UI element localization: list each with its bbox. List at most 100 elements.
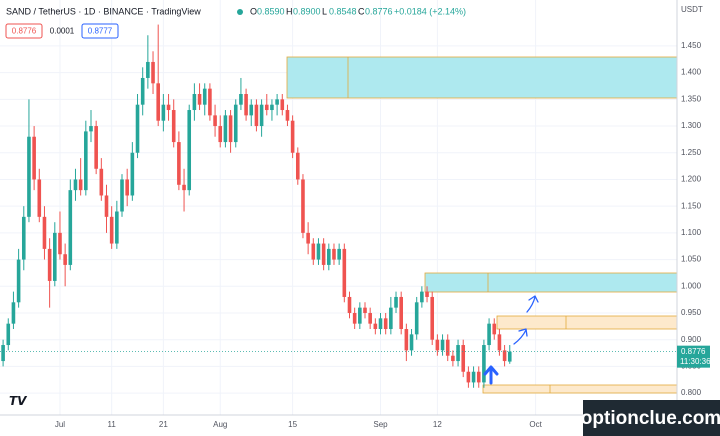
candle-body: [290, 120, 295, 153]
resistance-zone: [424, 272, 678, 293]
watermark-box: [583, 400, 720, 436]
candle-body: [456, 345, 460, 362]
spread: 0.0001: [50, 27, 75, 36]
candle-body: [99, 168, 104, 196]
ohlc-value: 0.8590: [257, 6, 285, 16]
y-tick-label: 1.300: [681, 121, 702, 130]
zones: [286, 56, 678, 394]
candle-body: [78, 179, 83, 191]
candle-body: [244, 94, 248, 116]
candle-body: [327, 248, 331, 265]
quote-boxes: 0.8776 0.0001 0.8777: [5, 23, 119, 39]
candle-body: [435, 339, 440, 351]
ohlc-label: O: [250, 6, 257, 16]
arrow-up: [483, 365, 499, 385]
candle-body: [342, 248, 347, 297]
y-tick-label: 0.950: [681, 308, 702, 317]
candle-body: [373, 323, 378, 330]
resistance-zone: [286, 56, 678, 99]
candle-body: [89, 126, 93, 132]
candle-body: [53, 232, 57, 281]
y-tick-label: 0.800: [681, 388, 702, 397]
candle-body: [461, 345, 466, 372]
candle-body: [280, 99, 285, 111]
candle-body: [425, 291, 429, 297]
candle-body: [6, 323, 11, 346]
ohlc-value: 0.8900: [293, 6, 321, 16]
candle-body: [368, 312, 372, 324]
candle-body: [285, 110, 290, 121]
tv-logo: 𝙏𝙑: [9, 394, 28, 408]
candles: [0, 24, 677, 388]
candle-body: [135, 104, 140, 153]
axes: 0.8000.8500.9000.9501.0001.0501.1001.150…: [55, 41, 711, 429]
candle-body: [409, 334, 414, 351]
candle-body: [482, 345, 486, 383]
candle-body: [414, 302, 419, 335]
x-tick-label: 12: [433, 420, 442, 429]
candle-body: [1, 345, 5, 362]
candle-body: [171, 110, 176, 143]
candle-body: [156, 83, 160, 121]
candle-body: [466, 371, 471, 383]
candle-body: [420, 291, 424, 303]
candle-body: [249, 104, 254, 116]
candle-body: [94, 126, 98, 169]
candle-body: [146, 61, 150, 78]
x-tick-label: 15: [288, 420, 297, 429]
candle-body: [213, 115, 217, 127]
change: +0.0184 (+2.14%): [394, 6, 466, 16]
ask-box: [81, 23, 119, 39]
header: SAND / TetherUS · 1D · BINANCE · Trading…: [6, 6, 466, 16]
candle-body: [352, 312, 357, 324]
status-dot: [237, 9, 243, 15]
y-tick-label: 1.250: [681, 148, 702, 157]
candle-body: [202, 88, 207, 105]
ask: 0.8777: [88, 27, 113, 36]
ohlc-value: 0.8548: [329, 6, 357, 16]
candle-body: [507, 351, 512, 362]
support-zone: [482, 384, 678, 394]
candle-body: [337, 248, 341, 260]
arrows: [483, 295, 539, 385]
candle-body: [394, 296, 398, 308]
candle-body: [140, 77, 145, 105]
y-tick-label: 1.050: [681, 255, 702, 264]
y-tick-label: 0.900: [681, 335, 702, 344]
candle-body: [223, 115, 228, 143]
price-tag-value: 0.8776: [681, 347, 706, 356]
candle-body: [295, 152, 300, 180]
resistance-zone: [496, 315, 678, 330]
candle-body: [161, 104, 166, 121]
x-tick-label: 11: [108, 420, 117, 429]
candle-body: [37, 179, 42, 217]
candle-body: [32, 136, 36, 180]
candle-body: [430, 296, 435, 340]
candle-body: [440, 339, 445, 351]
candle-body: [115, 211, 119, 244]
candle-body: [316, 243, 321, 260]
candle-body: [151, 61, 155, 84]
candle-body: [192, 94, 197, 111]
y-tick-label: 1.400: [681, 68, 702, 77]
candle-body: [471, 371, 476, 383]
candle-body: [358, 307, 362, 324]
y-tick-label: 1.450: [681, 41, 702, 50]
candle-body: [259, 104, 264, 127]
candle-body: [445, 339, 450, 356]
candle-body: [311, 243, 316, 260]
candle-body: [21, 216, 26, 260]
x-tick-label: Oct: [529, 420, 542, 429]
candle-body: [42, 216, 47, 249]
watermark: optionclue.com: [581, 408, 720, 429]
candle-body: [254, 104, 259, 127]
ohlc-label: L: [322, 6, 327, 16]
candle-body: [16, 259, 21, 303]
candle-body: [218, 126, 223, 143]
candle-body: [321, 243, 326, 265]
candle-body: [306, 232, 310, 244]
candle-body: [197, 94, 202, 105]
price-tag: [677, 345, 710, 368]
candle-body: [47, 248, 52, 281]
